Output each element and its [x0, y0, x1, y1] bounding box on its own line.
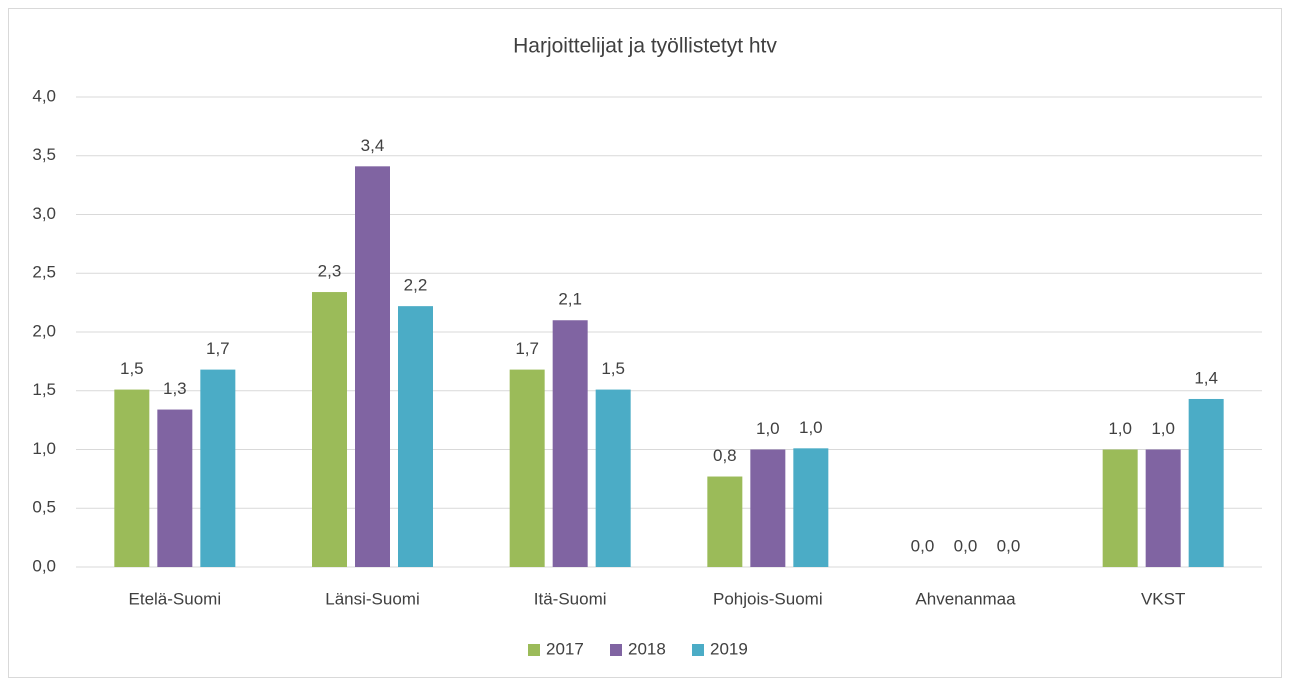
- value-label: 2,1: [558, 290, 582, 309]
- legend-swatch: [692, 644, 704, 656]
- bar: [552, 320, 588, 567]
- bar: [157, 409, 193, 567]
- bar: [312, 292, 347, 567]
- legend-swatch: [528, 644, 540, 656]
- y-tick-label: 1,0: [32, 439, 56, 458]
- y-tick-label: 4,0: [32, 86, 56, 105]
- legend-swatch: [610, 644, 622, 656]
- y-tick-label: 2,5: [32, 263, 56, 282]
- x-tick-label: Etelä-Suomi: [129, 589, 222, 608]
- value-label: 3,4: [361, 136, 385, 155]
- bar: [1102, 449, 1138, 567]
- x-tick-label: Länsi-Suomi: [325, 589, 420, 608]
- value-label: 1,7: [515, 339, 539, 358]
- chart-frame: [8, 8, 1282, 678]
- y-tick-label: 2,0: [32, 321, 56, 340]
- bar: [200, 369, 236, 567]
- legend-label: 2017: [546, 639, 584, 658]
- bar: [509, 369, 545, 567]
- bar: [595, 389, 631, 567]
- value-label: 1,0: [799, 418, 823, 437]
- y-tick-label: 3,5: [32, 145, 56, 164]
- x-tick-label: Itä-Suomi: [534, 589, 607, 608]
- value-label: 0,0: [954, 536, 978, 555]
- x-tick-label: VKST: [1141, 589, 1185, 608]
- legend-label: 2019: [710, 639, 748, 658]
- bar: [707, 476, 743, 567]
- bar: [355, 166, 390, 567]
- value-label: 0,0: [997, 536, 1021, 555]
- y-tick-label: 3,0: [32, 204, 56, 223]
- value-label: 1,0: [1108, 419, 1132, 438]
- y-tick-label: 0,0: [32, 556, 56, 575]
- value-label: 1,0: [1151, 419, 1175, 438]
- value-label: 2,3: [318, 262, 342, 281]
- value-label: 1,5: [120, 359, 144, 378]
- value-label: 0,0: [911, 536, 935, 555]
- bar: [1188, 398, 1224, 567]
- value-label: 2,2: [404, 276, 428, 295]
- value-label: 0,8: [713, 446, 737, 465]
- value-label: 1,0: [756, 419, 780, 438]
- chart-title: Harjoittelijat ja työllistetyt htv: [513, 35, 777, 58]
- y-tick-label: 1,5: [32, 380, 56, 399]
- value-label: 1,7: [206, 339, 230, 358]
- value-label: 1,4: [1194, 368, 1218, 387]
- x-tick-label: Pohjois-Suomi: [713, 589, 823, 608]
- bar: [114, 389, 150, 567]
- legend-label: 2018: [628, 639, 666, 658]
- bar: [1145, 449, 1181, 567]
- bar: [750, 449, 786, 567]
- y-tick-label: 0,5: [32, 498, 56, 517]
- bar: [793, 448, 829, 567]
- value-label: 1,3: [163, 379, 187, 398]
- value-label: 1,5: [601, 359, 625, 378]
- bar: [398, 306, 433, 567]
- x-tick-label: Ahvenanmaa: [915, 589, 1016, 608]
